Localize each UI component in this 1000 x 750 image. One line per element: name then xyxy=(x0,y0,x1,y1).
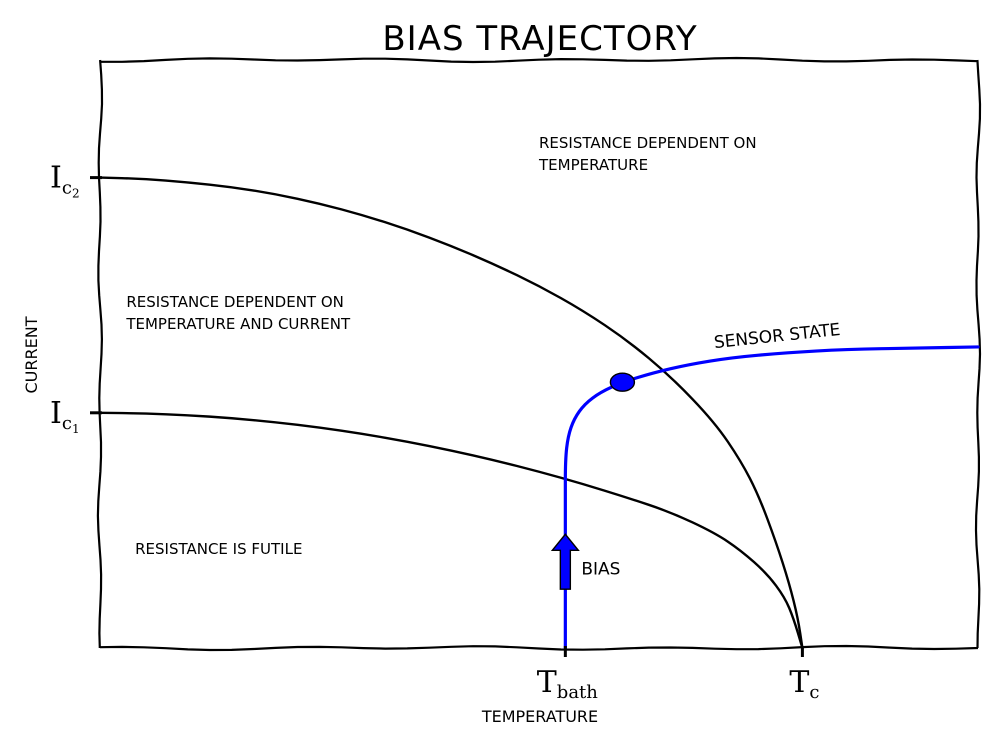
x-axis-label: TEMPERATURE xyxy=(481,707,598,726)
annotation-3: SENSOR STATE xyxy=(713,320,841,353)
chart-title: BIAS TRAJECTORY xyxy=(382,19,697,59)
bias-arrow-label: BIAS xyxy=(581,560,620,580)
y-tick-label-0: Ic1 xyxy=(50,396,80,436)
annotations-group: RESISTANCE DEPENDENT ON TEMPERATURE RESIST… xyxy=(125,134,841,558)
plot-frame xyxy=(96,56,982,652)
x-tick-label-1: Tc xyxy=(789,665,819,703)
x-tick-label-0: Tbath xyxy=(537,665,599,703)
ticks-group: Tbath Tc Ic1 Ic2 xyxy=(50,161,819,703)
annotation-0: RESISTANCE DEPENDENT ON TEMPERATURE xyxy=(538,134,757,174)
annotation-1: RESISTANCE DEPENDENT ON TEMPERATURE AND C… xyxy=(125,293,351,333)
y-axis-label: CURRENT xyxy=(22,316,41,393)
curve-0 xyxy=(98,411,804,650)
curve-2 xyxy=(563,345,980,650)
bias-arrow xyxy=(550,533,580,590)
annotation-2: RESISTANCE IS FUTILE xyxy=(135,540,302,558)
state-marker xyxy=(609,372,636,392)
curve-1 xyxy=(98,176,804,650)
y-tick-label-1: Ic2 xyxy=(50,161,80,201)
curves-group: BIAS xyxy=(98,176,980,650)
